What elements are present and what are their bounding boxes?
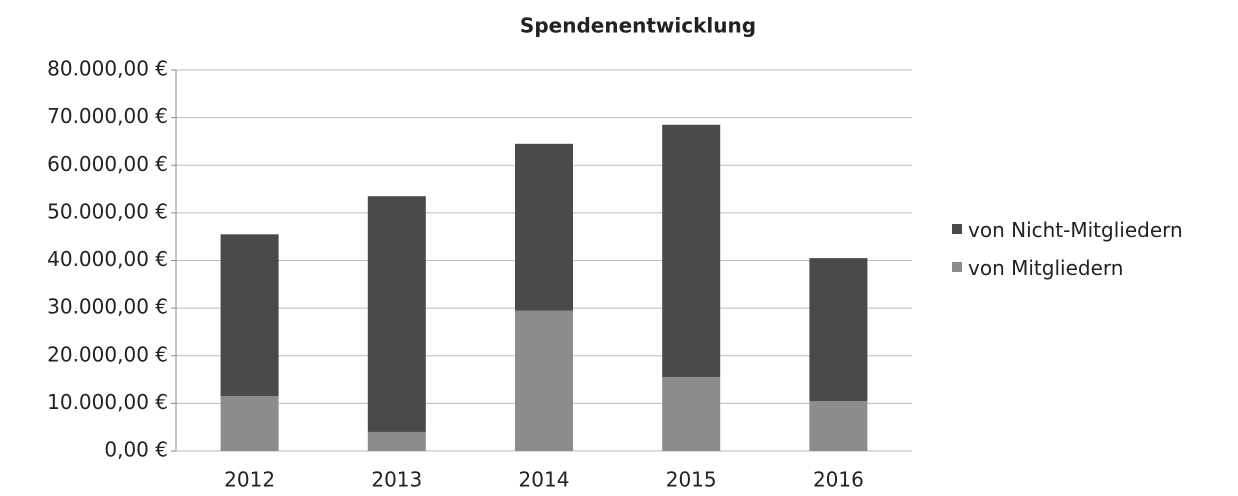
y-tick-label: 10.000,00 € xyxy=(47,390,168,414)
x-tick-label: 2016 xyxy=(813,468,864,492)
y-tick-label: 0,00 € xyxy=(104,438,168,462)
bar-segment xyxy=(220,234,279,397)
y-tick-label: 80.000,00 € xyxy=(47,57,168,81)
bar-segment xyxy=(662,377,721,451)
legend-swatch xyxy=(952,224,962,234)
bar-segment xyxy=(809,400,868,451)
y-tick-label: 70.000,00 € xyxy=(47,104,168,128)
bar-segment xyxy=(662,124,721,378)
x-tick-label: 2014 xyxy=(519,468,570,492)
x-tick-label: 2013 xyxy=(371,468,422,492)
x-tick-label: 2015 xyxy=(666,468,717,492)
legend-swatch xyxy=(952,262,962,272)
bar-segment xyxy=(809,258,868,401)
bar-segment xyxy=(515,310,573,451)
chart-title: Spendenentwicklung xyxy=(520,14,756,38)
legend-item: von Nicht-Mitgliedern xyxy=(952,218,1232,242)
legend: von Nicht-Mitgliedern von Mitgliedern xyxy=(952,218,1232,294)
legend-label: von Nicht-Mitgliedern xyxy=(968,218,1183,242)
bar-segment xyxy=(367,431,426,451)
bar-segment xyxy=(515,143,573,311)
y-tick-label: 30.000,00 € xyxy=(47,295,168,319)
legend-item: von Mitgliedern xyxy=(952,256,1232,280)
y-tick-label: 40.000,00 € xyxy=(47,247,168,271)
bar-segment xyxy=(367,196,426,432)
y-tick-label: 60.000,00 € xyxy=(47,152,168,176)
y-tick-label: 20.000,00 € xyxy=(47,342,168,366)
y-tick-label: 50.000,00 € xyxy=(47,199,168,223)
legend-label: von Mitgliedern xyxy=(968,256,1124,280)
x-tick-label: 2012 xyxy=(224,468,275,492)
bar-segment xyxy=(220,396,279,451)
